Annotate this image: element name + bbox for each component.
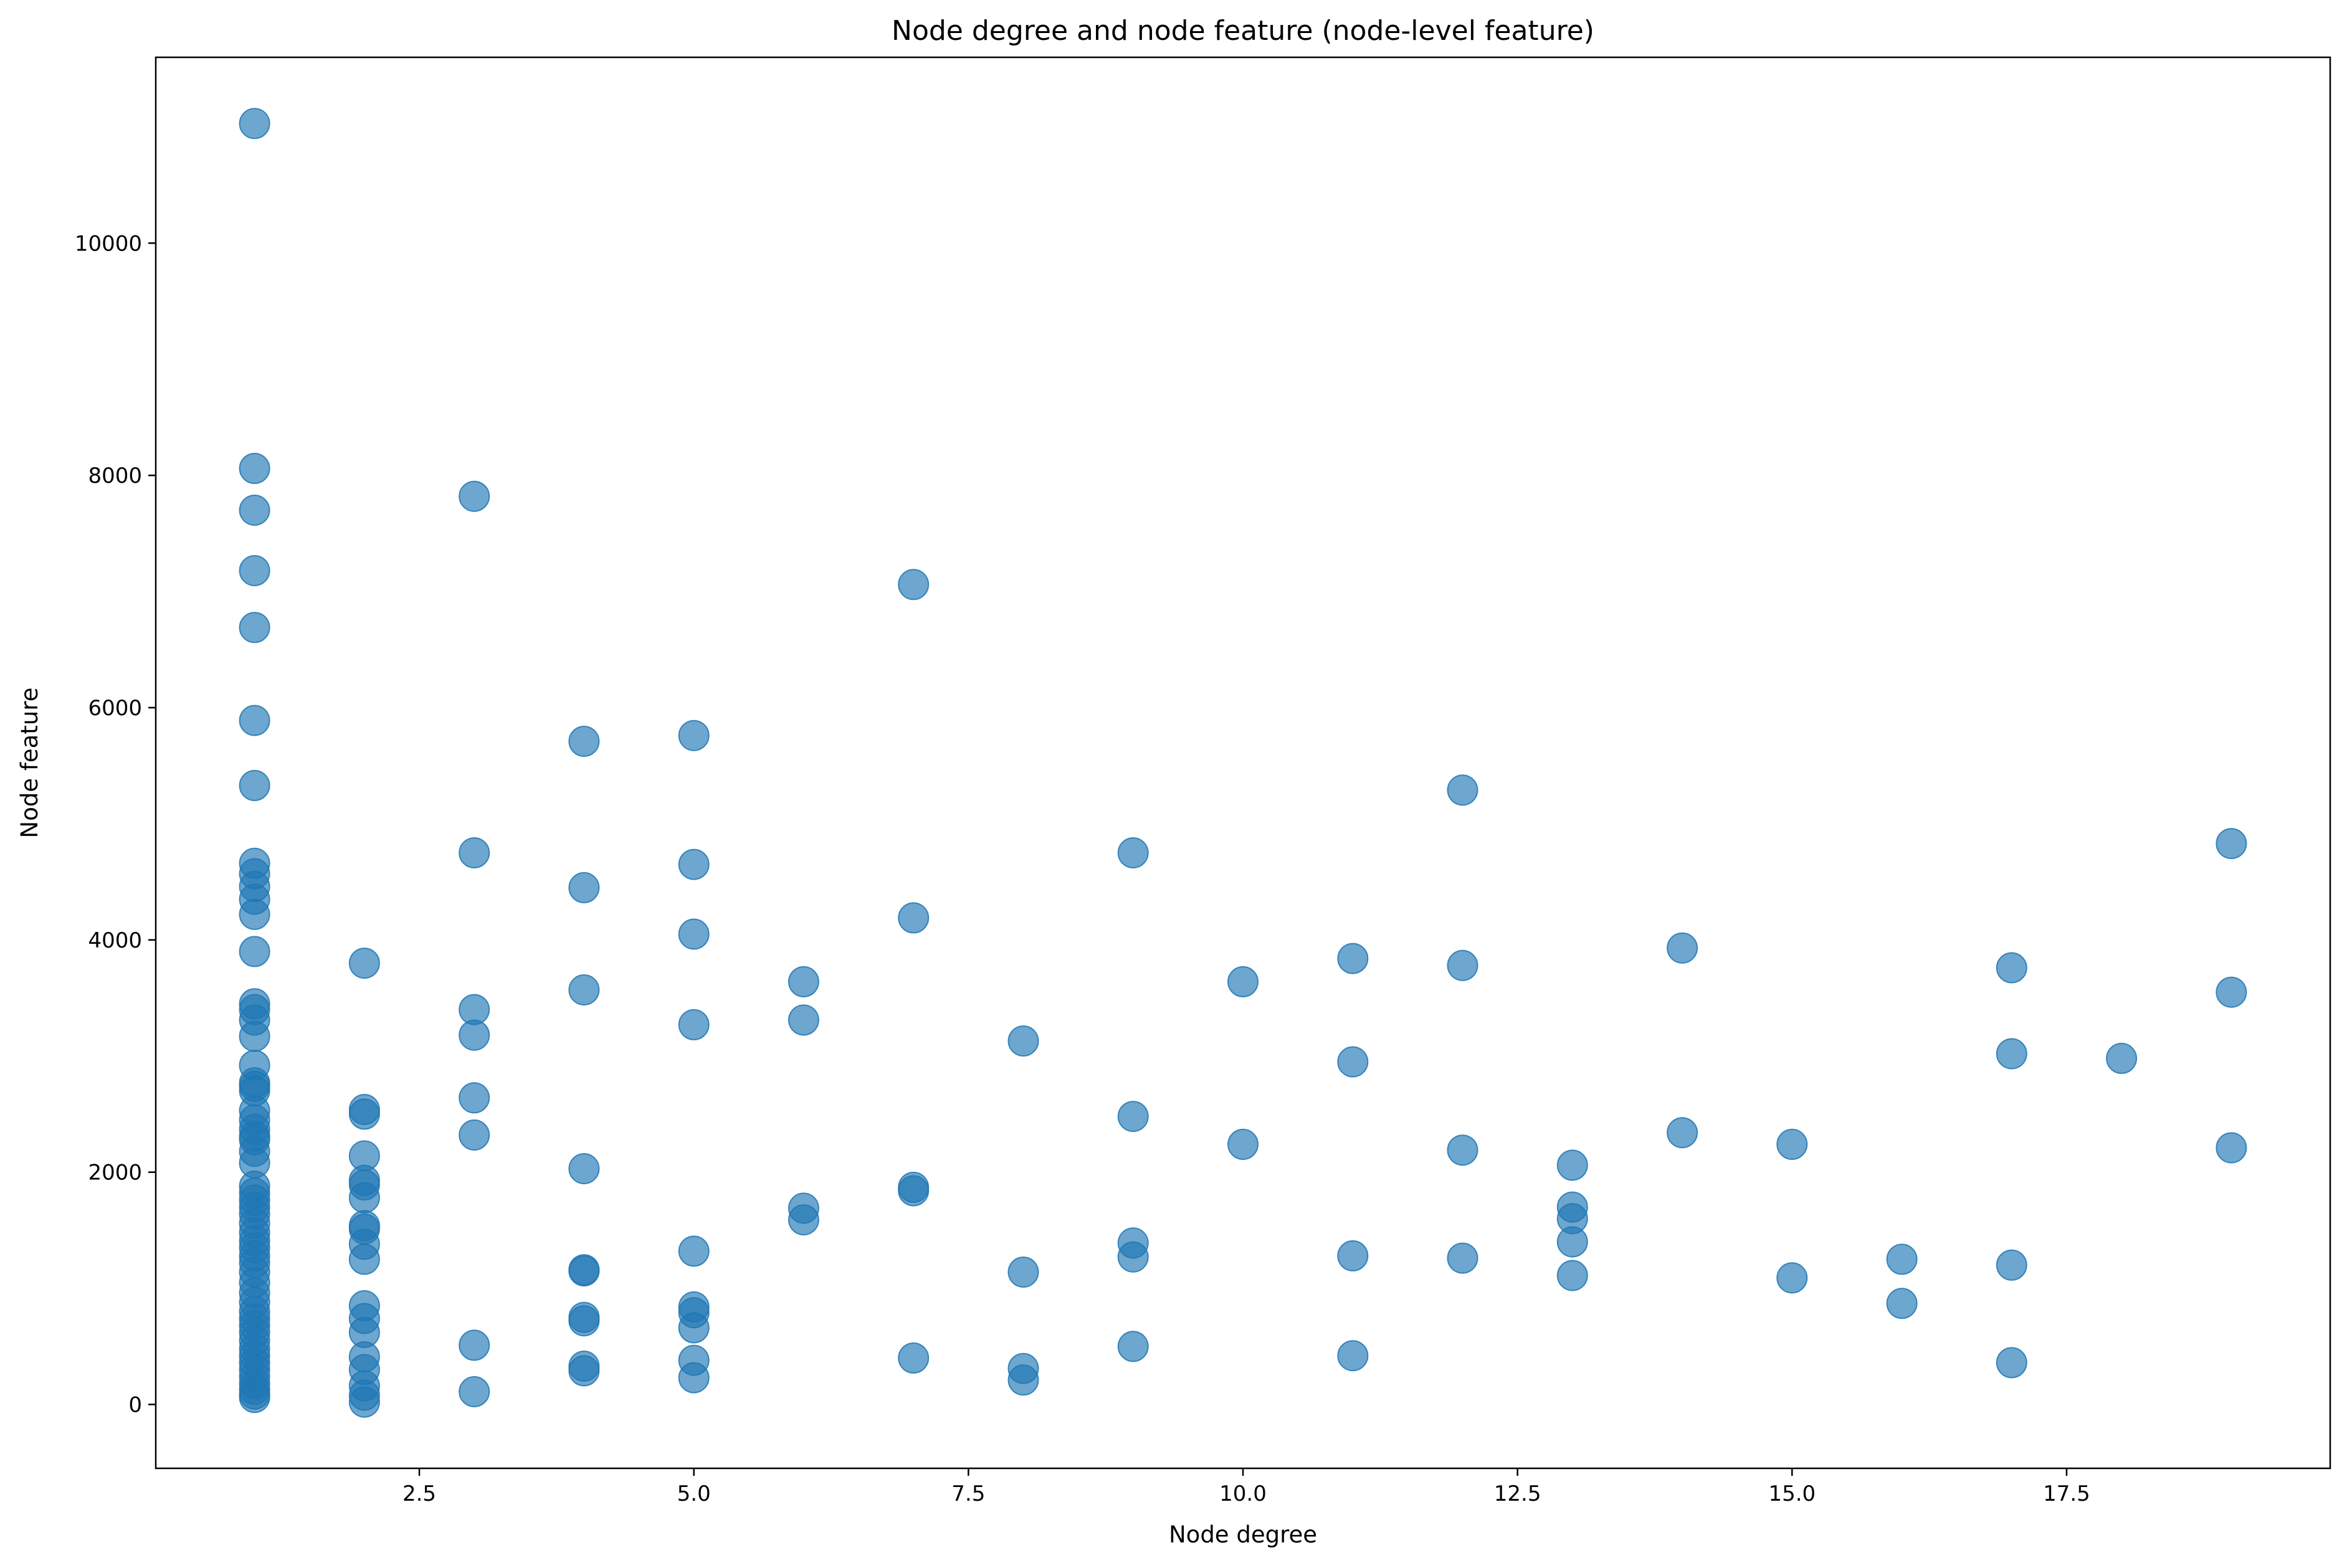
data-point (1447, 774, 1478, 806)
data-point (568, 726, 600, 757)
data-point (348, 1182, 380, 1214)
data-point (1447, 1242, 1478, 1274)
data-point (1447, 949, 1478, 981)
data-point (239, 769, 270, 801)
data-point (568, 974, 600, 1005)
data-point (459, 1019, 490, 1051)
data-point (1337, 1340, 1369, 1372)
data-point (1996, 952, 2027, 984)
data-point (1886, 1288, 1918, 1319)
y-axis-label: Node feature (16, 688, 43, 839)
data-point (568, 1355, 600, 1387)
data-point (239, 1020, 270, 1052)
data-point (239, 452, 270, 484)
data-point (678, 1009, 710, 1040)
data-point (348, 948, 380, 979)
x-axis-label: Node degree (1169, 1521, 1317, 1548)
data-point (1556, 1149, 1588, 1181)
data-point (568, 872, 600, 903)
data-point (1667, 1117, 1698, 1149)
x-tick-label: 17.5 (2043, 1481, 2090, 1506)
data-point (1996, 1249, 2027, 1281)
data-point (1667, 932, 1698, 964)
data-point (898, 569, 930, 601)
data-point (1007, 1257, 1039, 1288)
data-point (1776, 1128, 1808, 1160)
data-point (459, 1376, 490, 1407)
y-tick-label: 8000 (88, 463, 142, 488)
chart-title: Node degree and node feature (node-level… (892, 15, 1594, 47)
data-point (678, 1235, 710, 1267)
x-tick-label: 5.0 (677, 1481, 711, 1506)
data-point (1776, 1262, 1808, 1294)
data-point (1996, 1038, 2027, 1070)
data-point (2216, 828, 2247, 860)
data-point (239, 936, 270, 967)
y-tick-label: 2000 (88, 1161, 142, 1186)
data-point (459, 1082, 490, 1114)
data-point (1996, 1347, 2027, 1379)
data-point (898, 1342, 930, 1374)
y-tick-label: 4000 (88, 928, 142, 953)
data-point (678, 1312, 710, 1344)
data-point (568, 1305, 600, 1337)
data-point (898, 902, 930, 934)
data-point (568, 1255, 600, 1287)
x-tick-label: 10.0 (1219, 1481, 1267, 1506)
data-point (459, 837, 490, 868)
data-point (348, 1098, 380, 1130)
data-point (348, 1386, 380, 1418)
x-axis-ticks: 2.5 5.0 7.5 10.0 12.5 15.0 17.5 (402, 1468, 2090, 1506)
data-point (1117, 1331, 1149, 1362)
data-point (239, 705, 270, 736)
data-point (239, 108, 270, 140)
data-point (1556, 1226, 1588, 1258)
x-tick-label: 7.5 (951, 1481, 985, 1506)
data-point (1556, 1260, 1588, 1291)
data-point (1117, 1101, 1149, 1133)
data-point (239, 495, 270, 526)
data-point (239, 612, 270, 644)
data-point (1227, 1128, 1259, 1160)
data-point (788, 1204, 819, 1236)
data-point (1007, 1025, 1039, 1057)
y-tick-label: 0 (128, 1392, 142, 1417)
data-point (1007, 1364, 1039, 1396)
data-point (678, 918, 710, 950)
data-point (2216, 976, 2247, 1008)
x-tick-label: 15.0 (1768, 1481, 1816, 1506)
data-point (1886, 1243, 1918, 1275)
y-axis-ticks: 0 2000 4000 6000 8000 10000 (75, 231, 156, 1417)
data-point (678, 848, 710, 880)
data-point (1117, 1241, 1149, 1273)
points-layer (239, 108, 2247, 1418)
data-point (568, 1153, 600, 1184)
x-tick-label: 2.5 (402, 1481, 436, 1506)
data-point (459, 1329, 490, 1361)
data-point (1117, 837, 1149, 868)
data-point (1337, 1240, 1369, 1271)
data-point (788, 966, 819, 997)
data-point (1337, 1046, 1369, 1078)
data-point (1227, 966, 1259, 997)
data-point (898, 1175, 930, 1207)
y-tick-label: 6000 (88, 696, 142, 721)
data-point (1337, 943, 1369, 974)
data-point (239, 898, 270, 930)
y-tick-label: 10000 (75, 231, 142, 256)
data-point (459, 480, 490, 512)
data-point (678, 1362, 710, 1394)
data-point (459, 1119, 490, 1151)
data-point (1447, 1134, 1478, 1166)
data-point (2216, 1132, 2247, 1164)
data-point (788, 1004, 819, 1036)
data-point (348, 1243, 380, 1275)
data-point (678, 720, 710, 751)
data-point (2106, 1042, 2138, 1074)
data-point (239, 555, 270, 586)
x-tick-label: 12.5 (1494, 1481, 1541, 1506)
data-point (239, 1382, 270, 1414)
